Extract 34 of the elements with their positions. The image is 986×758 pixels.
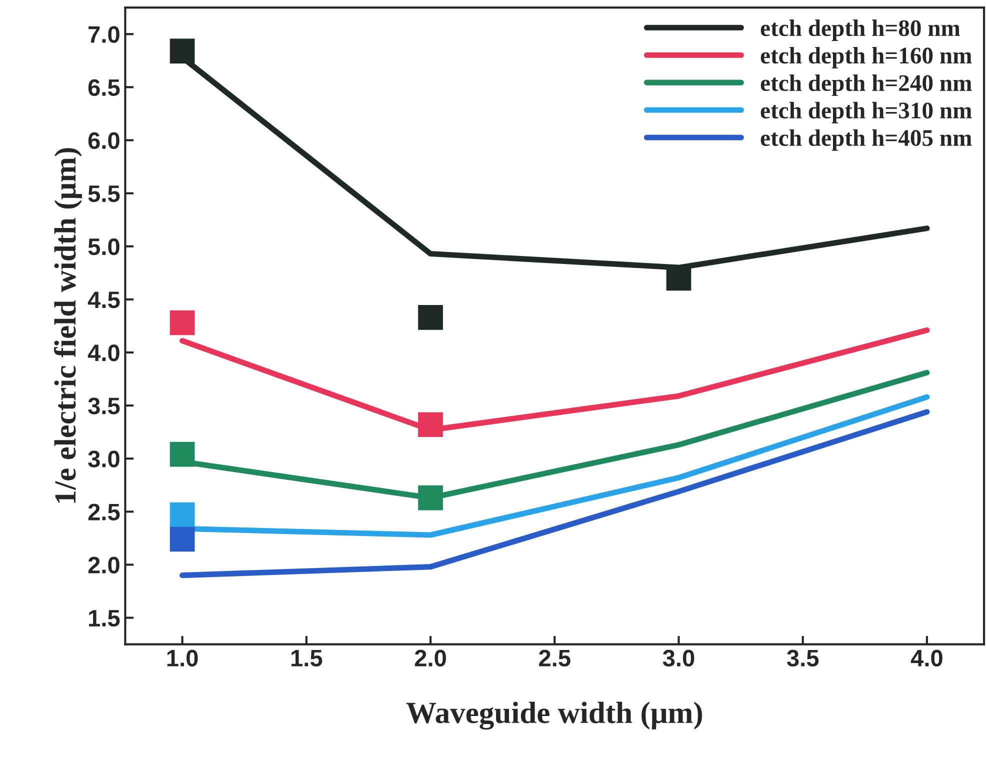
x-tick-label: 1.5 — [291, 650, 322, 667]
y-tick-label: 4.5 — [88, 292, 120, 308]
legend-label: etch depth h=405 nm — [760, 129, 972, 151]
point — [170, 442, 195, 467]
point — [170, 502, 195, 528]
legend-label: etch depth h=80 nm — [760, 20, 960, 41]
x-axis-title: Waveguide width (μm) — [406, 702, 702, 730]
point — [170, 310, 195, 336]
x-tick-label: 3.0 — [662, 650, 694, 667]
x-tick-label: 2.5 — [539, 650, 570, 667]
point — [418, 305, 443, 330]
legend-label: etch depth h=310 nm — [760, 102, 972, 124]
point — [418, 485, 443, 510]
y-tick-label: 5.5 — [88, 186, 120, 202]
x-tick-label: 1.0 — [167, 650, 198, 667]
y-tick-label: 7.0 — [88, 26, 120, 43]
point — [170, 526, 195, 552]
y-tick-label: 6.5 — [88, 79, 120, 96]
y-tick-label: 3.5 — [88, 398, 120, 414]
y-axis-title: 1/e electric field width (μm) — [54, 148, 82, 503]
y-tick-label: 6.0 — [88, 132, 120, 150]
y-tick-label: 5.0 — [88, 238, 120, 256]
legend-label: etch depth h=160 nm — [760, 46, 972, 68]
point — [170, 38, 195, 64]
point — [418, 412, 443, 438]
y-tick-label: 3.0 — [88, 450, 120, 468]
x-tick-label: 2.0 — [414, 650, 446, 667]
legend-label: etch depth h=240 nm — [760, 74, 972, 96]
x-tick-label: 4.0 — [910, 650, 942, 667]
y-tick-label: 2.5 — [88, 504, 120, 520]
x-tick-label: 3.5 — [786, 650, 819, 667]
y-tick-label: 1.5 — [89, 610, 120, 627]
y-tick-label: 2.0 — [88, 556, 120, 574]
y-tick-label: 4.0 — [88, 344, 120, 362]
